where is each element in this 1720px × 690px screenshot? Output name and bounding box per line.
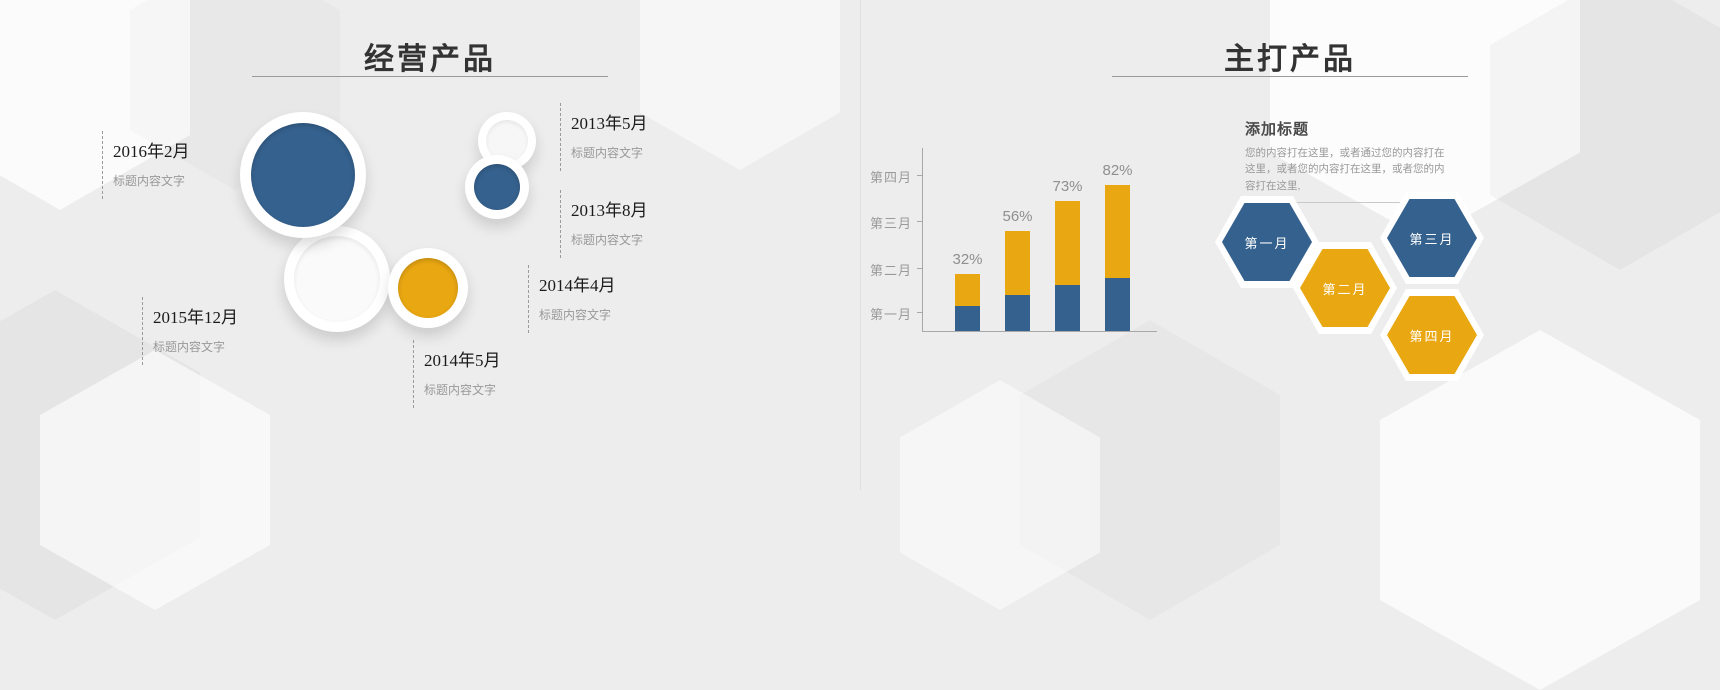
page-title: 主打产品 xyxy=(1224,43,1356,76)
circle-blue-small xyxy=(465,155,529,219)
chart-bar: 73% xyxy=(1052,178,1083,331)
bar-segment-blue xyxy=(1105,278,1130,331)
bar-value-label: 73% xyxy=(1052,178,1083,195)
timeline-item: 2016年2月 标题内容文字 xyxy=(102,131,190,199)
timeline-desc: 标题内容文字 xyxy=(539,308,612,322)
y-axis-label: 第三月 xyxy=(870,216,913,231)
callout-divider xyxy=(1245,201,1445,203)
hexagon: 第四月 xyxy=(1380,289,1484,381)
slide-operating-products: 经营产品 2016年2月 标题内容文字 2013年5月 标题内容文字 2013年… xyxy=(0,0,860,490)
slide-main-products: 主打产品 第四月 第三月 第二月 第一月 32% 56% 73% 82% xyxy=(860,0,1720,490)
chart-bar: 82% xyxy=(1102,162,1133,331)
bar-value-label: 82% xyxy=(1102,162,1133,179)
y-axis-label: 第四月 xyxy=(870,170,913,185)
circle-blue-small-fill xyxy=(474,164,520,210)
hexagon: 第二月 xyxy=(1293,242,1397,334)
bar-segment-yellow xyxy=(1005,231,1030,295)
hexagon-label: 第二月 xyxy=(1322,281,1368,297)
callout-block: 添加标题 您的内容打在这里，或者通过您的内容打在这里，或者您的内容打在这里，或者… xyxy=(1245,118,1453,203)
circle-yellow xyxy=(388,248,468,328)
timeline-date: 2013年8月 xyxy=(571,201,648,220)
axis-tick xyxy=(917,268,922,269)
page-title: 经营产品 xyxy=(364,43,496,76)
chart-bar: 56% xyxy=(1002,208,1033,331)
circle-blue-large xyxy=(240,112,366,238)
chart-bar: 32% xyxy=(952,251,983,331)
bar-segment-blue xyxy=(1055,285,1080,331)
hexagon-inner: 第三月 xyxy=(1387,199,1477,277)
timeline-desc: 标题内容文字 xyxy=(571,233,644,247)
timeline-item: 2014年5月 标题内容文字 xyxy=(413,340,501,408)
y-axis-label: 第一月 xyxy=(870,307,913,322)
circle-white-large-fill xyxy=(294,236,380,322)
hexagon-label: 第一月 xyxy=(1244,235,1290,251)
timeline-item: 2013年8月 标题内容文字 xyxy=(560,190,648,258)
y-axis-label: 第二月 xyxy=(870,263,913,278)
circle-blue-large-fill xyxy=(251,123,355,227)
callout-title: 添加标题 xyxy=(1245,121,1310,138)
timeline-item: 2014年4月 标题内容文字 xyxy=(528,265,616,333)
hexagon: 第三月 xyxy=(1380,192,1484,284)
axis-tick xyxy=(917,175,922,176)
axis-tick xyxy=(917,221,922,222)
timeline-date: 2015年12月 xyxy=(153,308,238,327)
timeline-item: 2015年12月 标题内容文字 xyxy=(142,297,238,365)
bar-segment-blue xyxy=(955,306,980,331)
bar-segment-yellow xyxy=(1055,201,1080,285)
timeline-desc: 标题内容文字 xyxy=(153,340,226,354)
timeline-desc: 标题内容文字 xyxy=(571,146,644,160)
timeline-date: 2016年2月 xyxy=(113,142,190,161)
timeline-date: 2014年5月 xyxy=(424,351,501,370)
bar-segment-blue xyxy=(1005,295,1030,331)
hexagon-label: 第三月 xyxy=(1409,231,1455,247)
callout-body: 您的内容打在这里，或者通过您的内容打在这里，或者您的内容打在这里，或者您的内容打… xyxy=(1245,147,1445,192)
title-underline xyxy=(1112,76,1468,77)
hexagon-label: 第四月 xyxy=(1409,328,1455,344)
timeline-date: 2013年5月 xyxy=(571,114,648,133)
bar-value-label: 56% xyxy=(1002,208,1033,225)
bar-chart: 32% 56% 73% 82% xyxy=(922,148,1157,332)
circle-yellow-fill xyxy=(398,258,458,318)
hexagon: 第一月 xyxy=(1215,196,1319,288)
title-underline xyxy=(252,76,608,77)
timeline-desc: 标题内容文字 xyxy=(113,174,186,188)
timeline-item: 2013年5月 标题内容文字 xyxy=(560,103,648,171)
timeline-desc: 标题内容文字 xyxy=(424,383,497,397)
bar-value-label: 32% xyxy=(952,251,983,268)
hexagon-inner: 第二月 xyxy=(1300,249,1390,327)
bar-segment-yellow xyxy=(955,274,980,306)
hexagon-inner: 第四月 xyxy=(1387,296,1477,374)
circle-white-large xyxy=(284,226,390,332)
hexagon-inner: 第一月 xyxy=(1222,203,1312,281)
bar-segment-yellow xyxy=(1105,185,1130,278)
timeline-date: 2014年4月 xyxy=(539,276,616,295)
slide-divider xyxy=(860,0,861,490)
axis-tick xyxy=(917,312,922,313)
